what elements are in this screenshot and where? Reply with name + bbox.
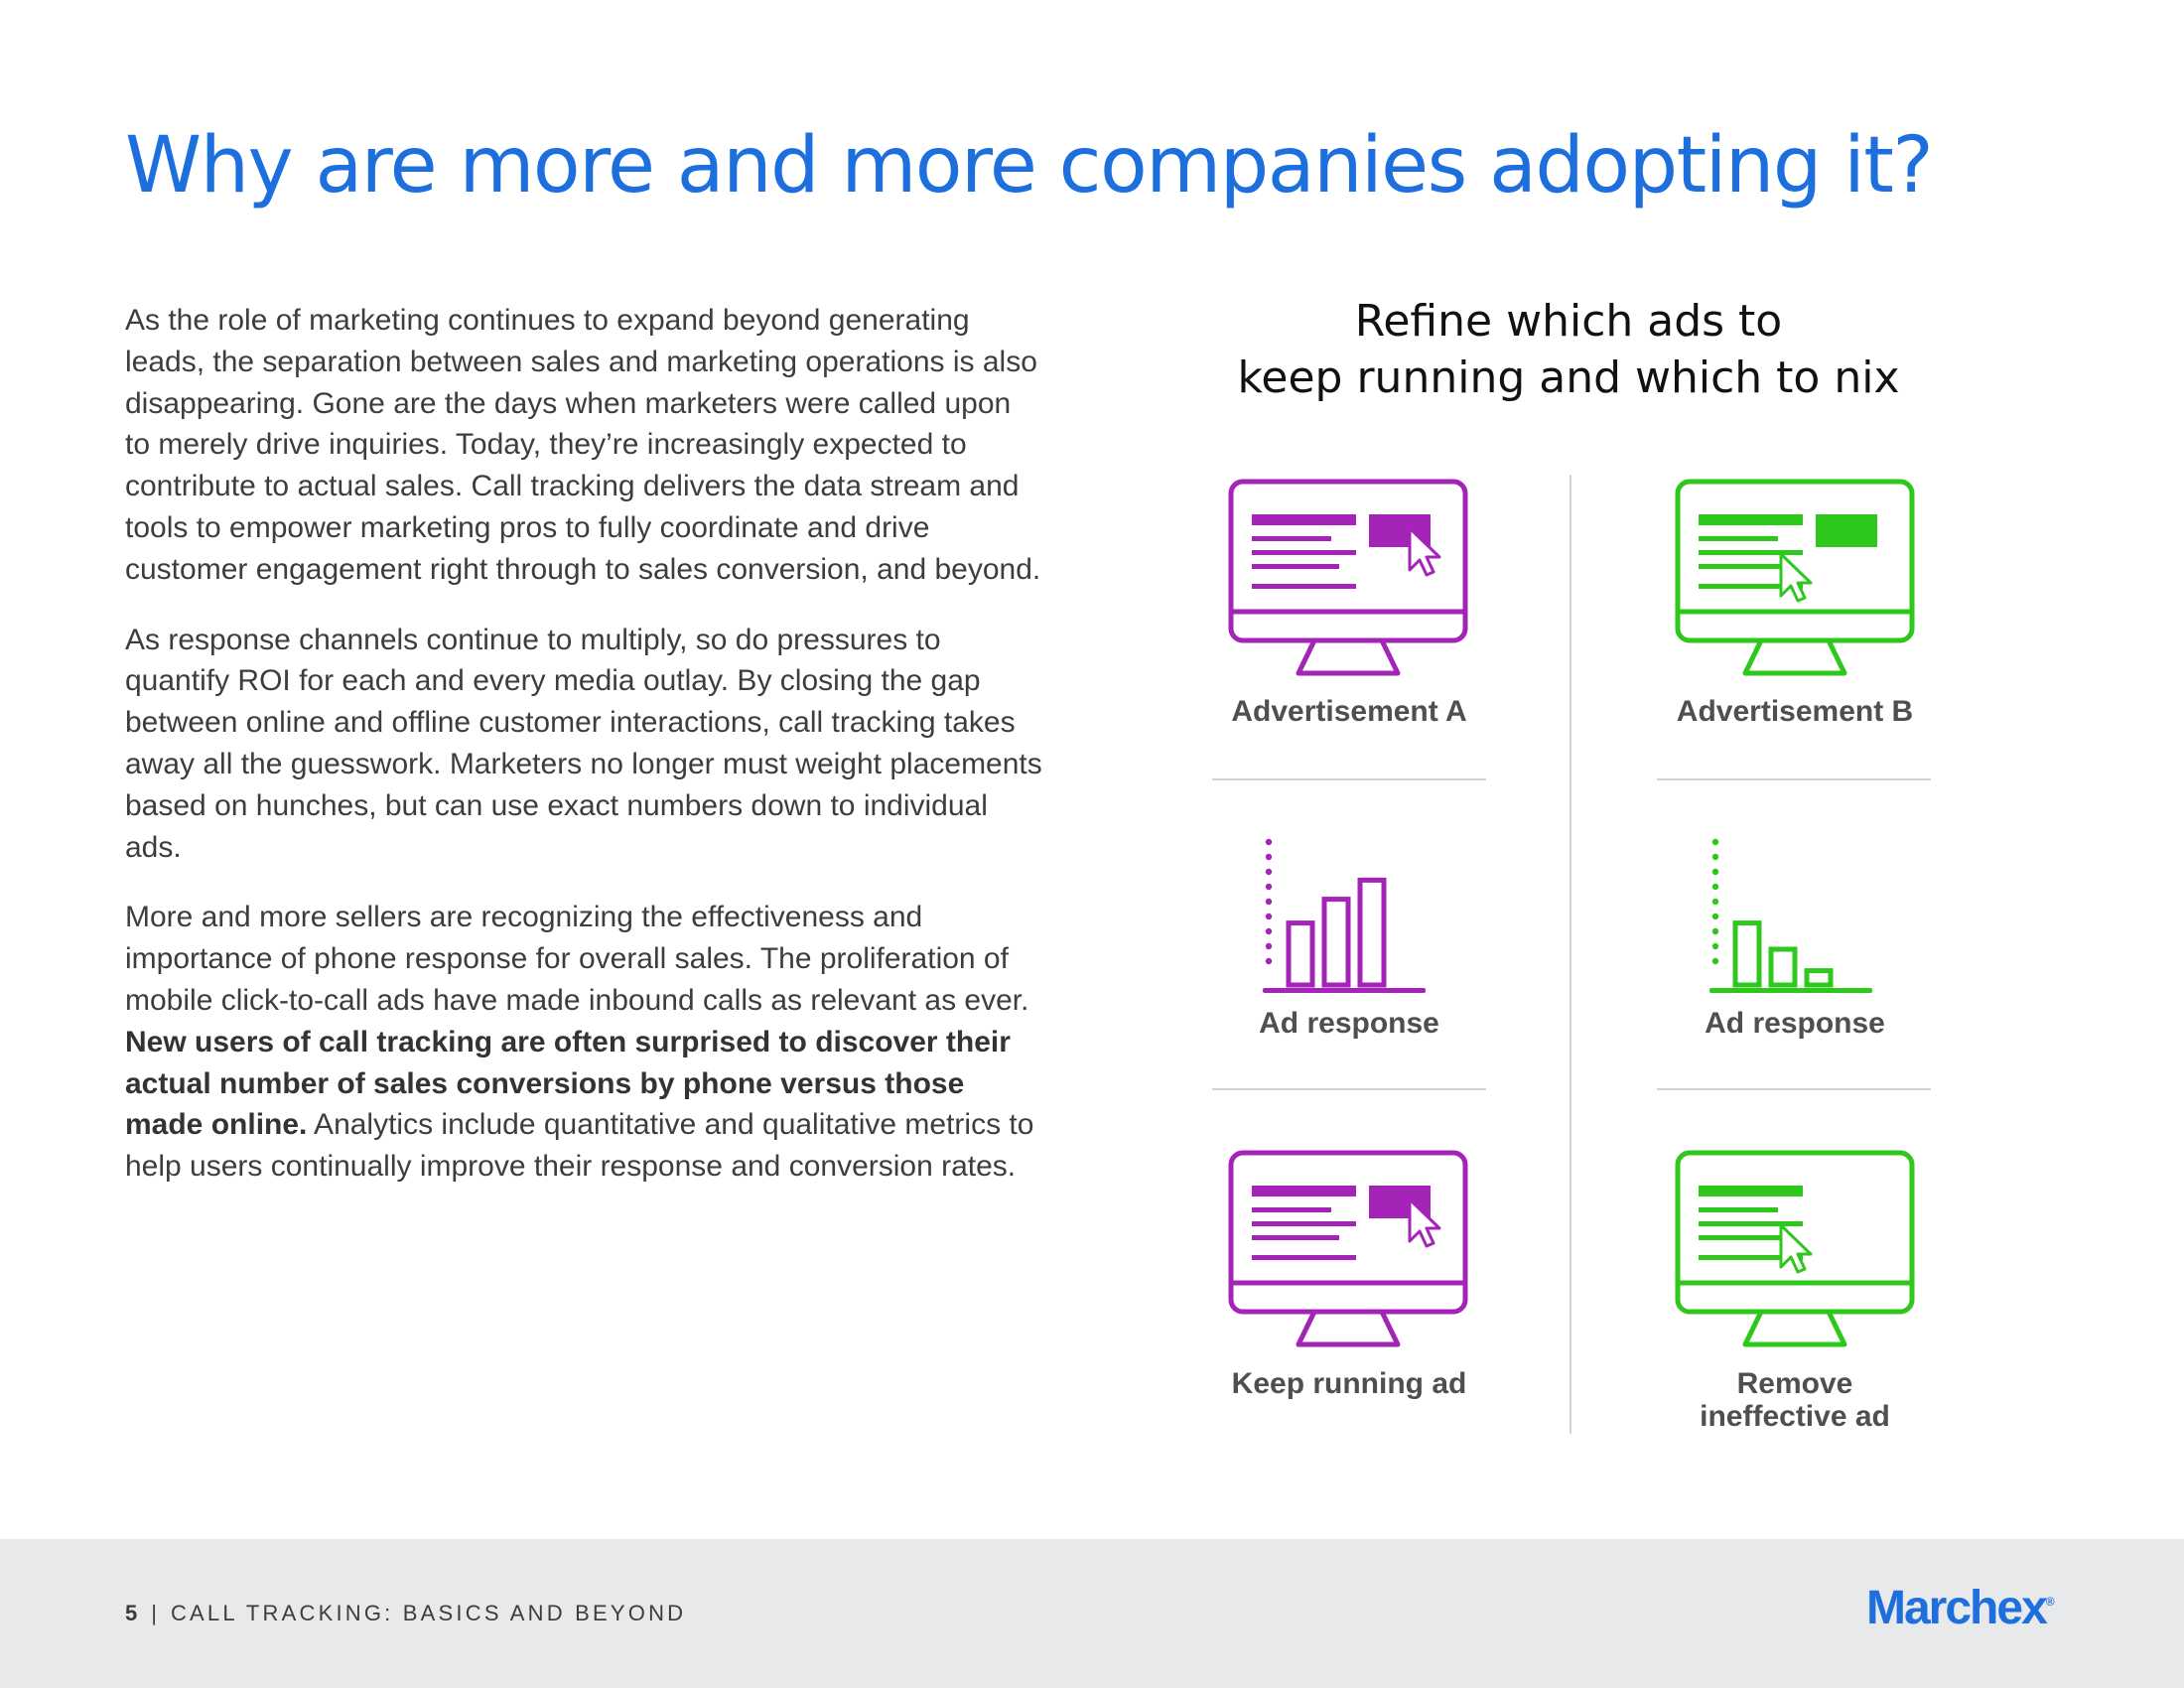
response-bar <box>1768 946 1798 988</box>
paragraph-3-outro: Analytics include quantitative and quali… <box>125 1108 1034 1184</box>
monitor-ad-icon <box>1228 1150 1468 1347</box>
advertisement-b-label: Advertisement B <box>1676 695 1914 728</box>
advertisement-a-label: Advertisement A <box>1231 695 1467 728</box>
row-divider-b-1 <box>1657 778 1931 780</box>
chart-baseline <box>1263 988 1426 993</box>
paragraph-3-highlight: New users of call tracking are often sur… <box>125 1025 1011 1142</box>
page-title: Why are more and more companies adopting… <box>125 121 1934 211</box>
cursor-icon <box>1779 552 1813 603</box>
remove-ad-label-line-2: ineffective ad <box>1700 1400 1890 1433</box>
paragraph-1: As the role of marketing continues to ex… <box>125 304 1041 586</box>
infographic-heading: Refine which ads to keep running and whi… <box>1171 293 1966 406</box>
page-number: 5 <box>125 1601 138 1625</box>
response-bar <box>1357 877 1387 988</box>
marchex-logo: Marchex® <box>1866 1581 2055 1635</box>
footer-separator: | <box>151 1601 157 1625</box>
cursor-icon <box>1779 1223 1813 1274</box>
remove-ad-label: Remove ineffective ad <box>1626 1367 1964 1433</box>
monitor-ad-icon <box>1228 479 1468 676</box>
ad-response-b-label: Ad response <box>1705 1007 1885 1040</box>
response-bar <box>1286 920 1315 988</box>
paragraph-3: More and more sellers are recognizing th… <box>125 897 1043 1188</box>
paragraph-3-intro: More and more sellers are recognizing th… <box>125 901 1029 1017</box>
document-title: CALL TRACKING: BASICS AND BEYOND <box>170 1601 687 1625</box>
column-divider <box>1570 475 1571 1434</box>
keep-running-label: Keep running ad <box>1231 1367 1467 1400</box>
cursor-icon <box>1408 526 1441 577</box>
paragraph-2: As response channels continue to multipl… <box>125 623 1042 864</box>
row-divider-b-2 <box>1657 1088 1931 1090</box>
response-bar <box>1732 920 1762 988</box>
monitor-ad-icon <box>1675 1150 1915 1347</box>
infographic-heading-line-2: keep running and which to nix <box>1237 352 1900 403</box>
response-bar <box>1321 897 1351 988</box>
row-divider-a-1 <box>1212 778 1486 780</box>
bar-chart-icon <box>1263 838 1426 993</box>
ad-response-a-label: Ad response <box>1259 1007 1439 1040</box>
row-divider-a-2 <box>1212 1088 1486 1090</box>
chart-baseline <box>1709 988 1872 993</box>
infographic-heading-line-1: Refine which ads to <box>1354 296 1783 347</box>
body-text: As the role of marketing continues to ex… <box>125 300 1043 1216</box>
footer-doc-info: 5 | CALL TRACKING: BASICS AND BEYOND <box>125 1601 686 1626</box>
response-bar <box>1804 968 1834 988</box>
monitor-ad-icon <box>1675 479 1915 676</box>
remove-ad-label-line-1: Remove <box>1736 1367 1853 1400</box>
bar-chart-icon <box>1709 838 1872 993</box>
registered-mark: ® <box>2045 1595 2055 1609</box>
footer-bar <box>0 1539 2184 1688</box>
logo-wordmark: Marchex <box>1866 1582 2048 1634</box>
cursor-icon <box>1408 1197 1441 1248</box>
